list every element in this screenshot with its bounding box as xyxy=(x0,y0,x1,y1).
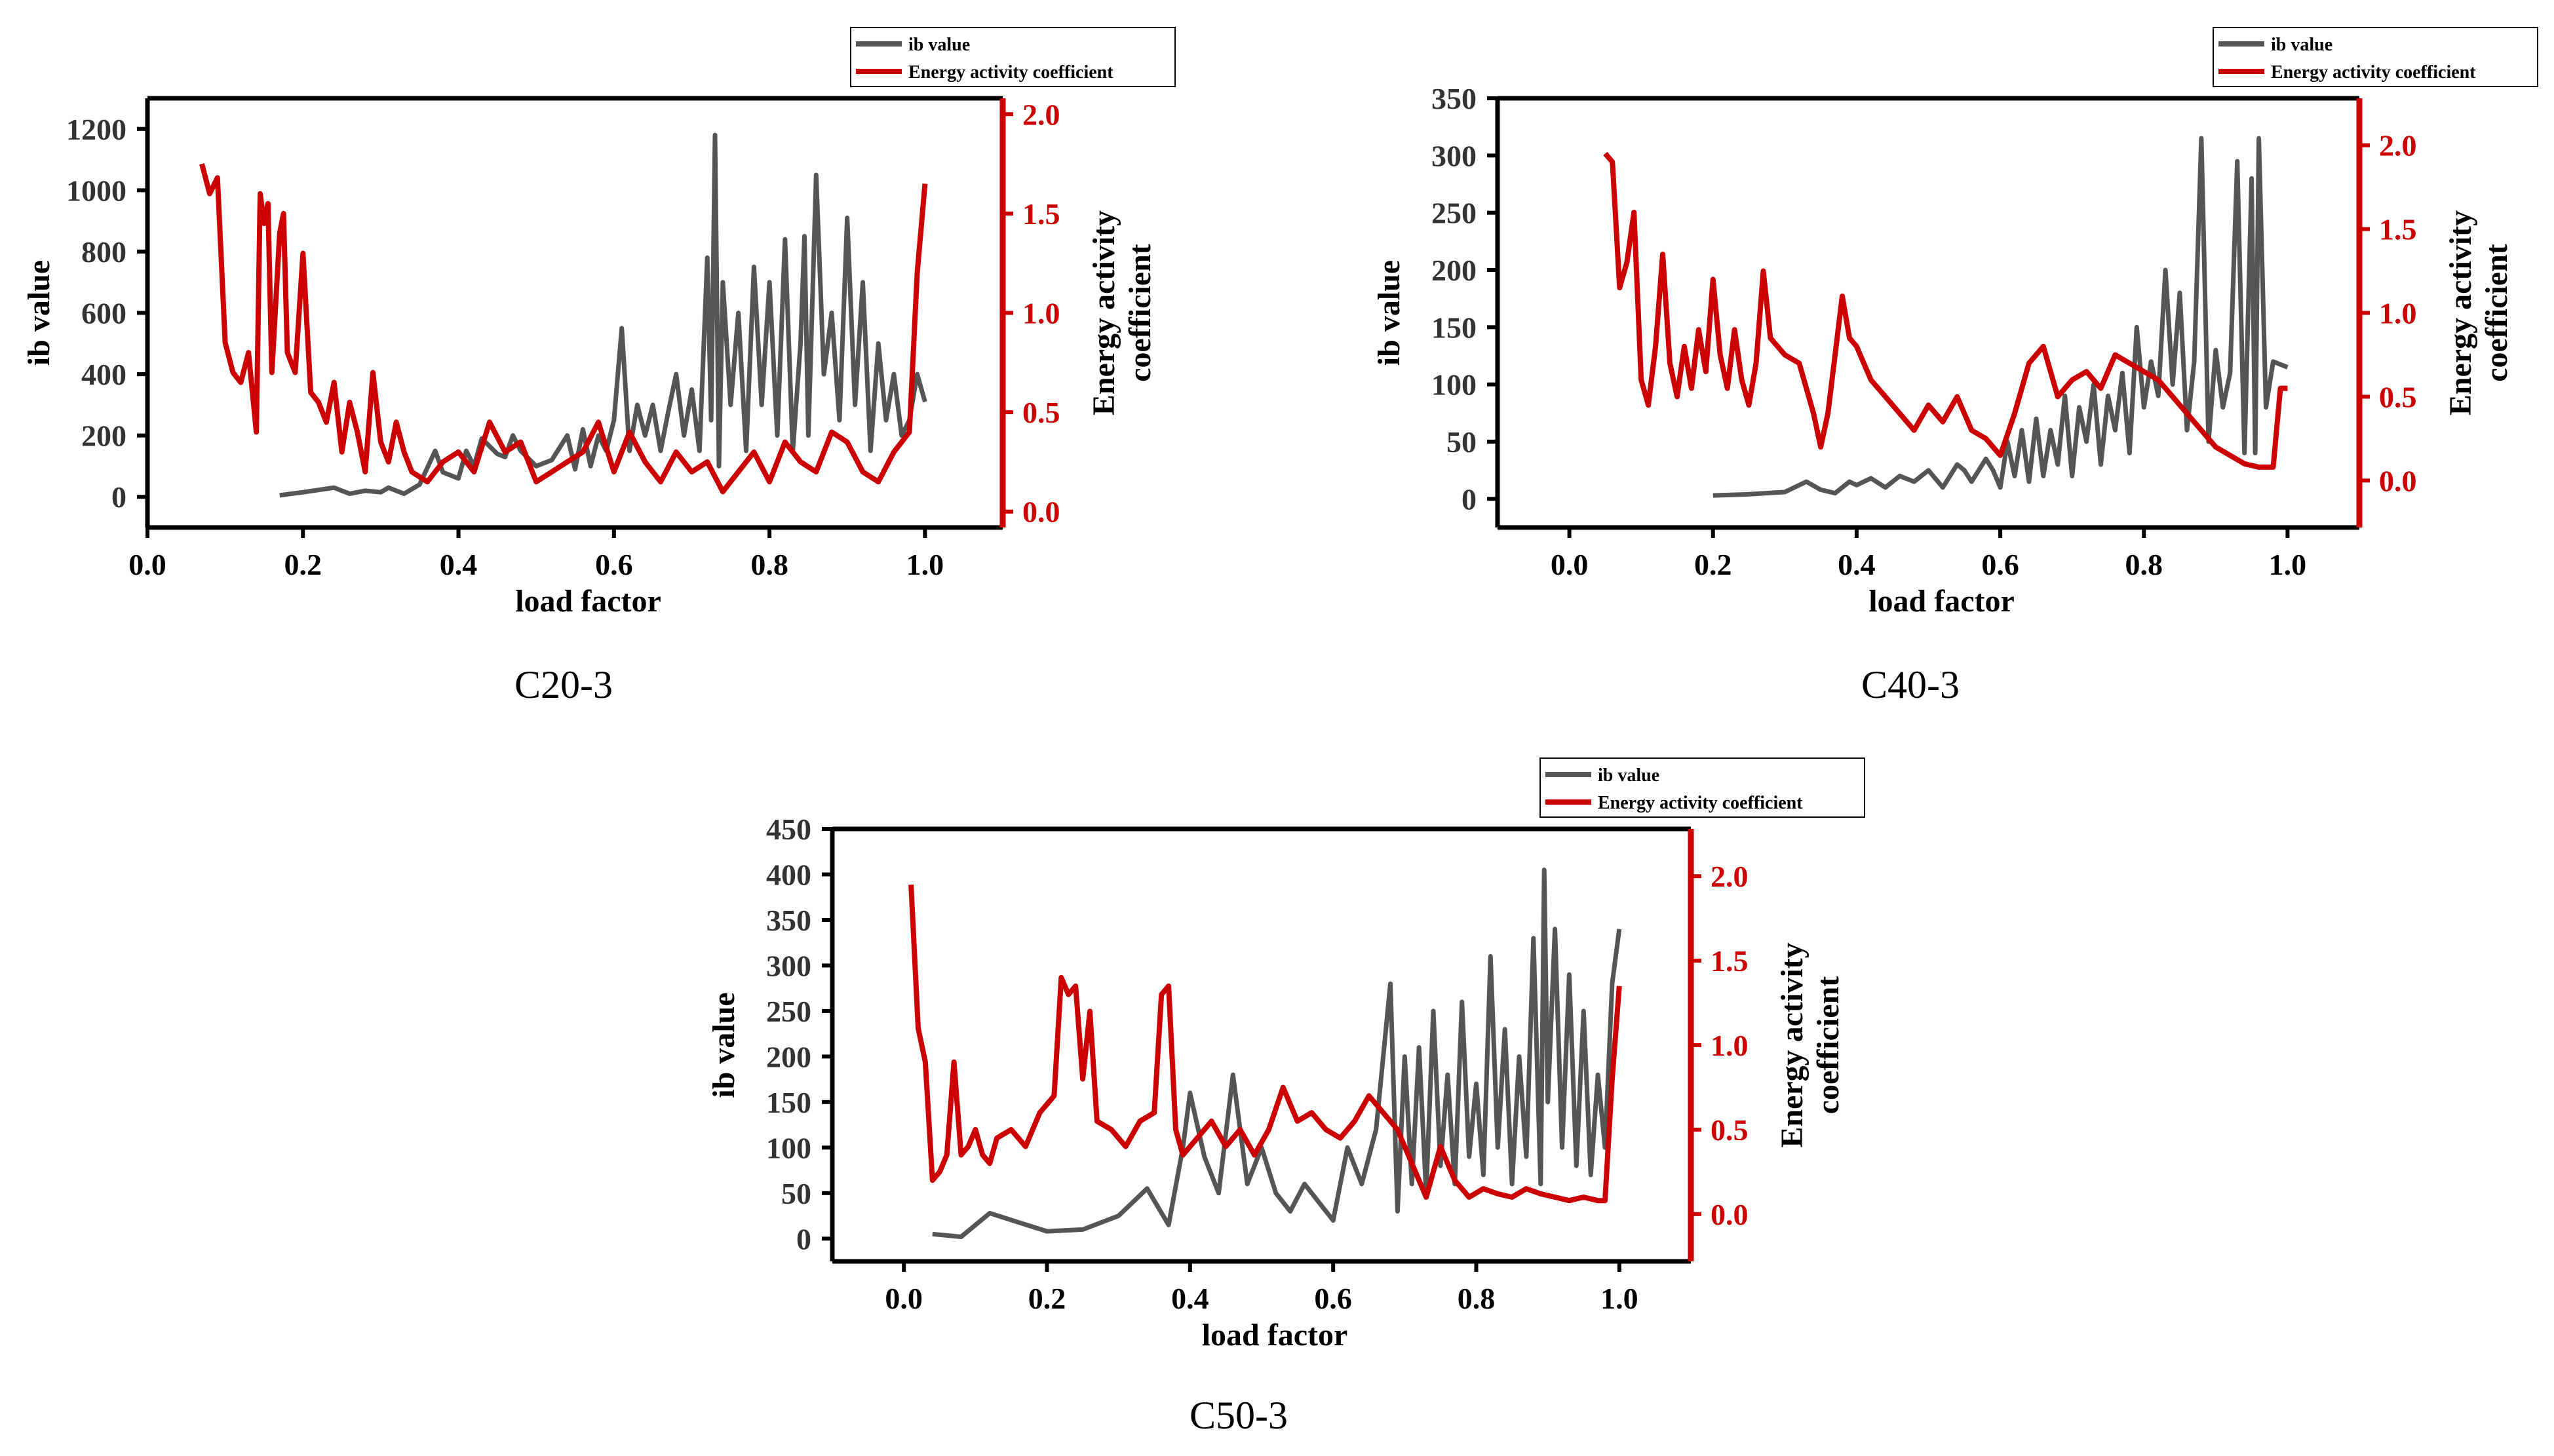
y-tick-label: 1200 xyxy=(66,113,126,146)
legend-label-ib: ib value xyxy=(908,35,970,55)
x-tick-label: 0.6 xyxy=(595,548,633,581)
y-tick-label: 400 xyxy=(81,358,126,391)
y2-tick-label: 1.5 xyxy=(2379,213,2417,246)
y2-tick-label: 1.0 xyxy=(1711,1029,1749,1062)
ib-value-series-line xyxy=(933,870,1619,1237)
y-tick-label: 450 xyxy=(766,813,811,846)
x-axis-title: load factor xyxy=(515,584,661,619)
x-tick-label: 0.4 xyxy=(1838,548,1876,581)
x-tick-label: 1.0 xyxy=(1600,1282,1638,1315)
y2-tick-label: 2.0 xyxy=(2379,129,2417,163)
y-tick-label: 600 xyxy=(81,297,126,330)
y2-tick-label: 0.5 xyxy=(1711,1113,1749,1147)
y2-tick-label: 2.0 xyxy=(1022,98,1060,131)
y-tick-label: 100 xyxy=(1431,368,1477,402)
y-tick-label: 300 xyxy=(1431,139,1477,172)
y-tick-label: 100 xyxy=(766,1131,811,1164)
y-tick-label: 200 xyxy=(1431,254,1477,287)
y2-tick-label: 0.0 xyxy=(1711,1198,1749,1231)
y2-tick-label: 1.5 xyxy=(1711,944,1749,978)
x-tick-label: 0.0 xyxy=(885,1282,923,1315)
x-tick-label: 0.2 xyxy=(1694,548,1732,581)
x-tick-label: 0.2 xyxy=(1028,1282,1066,1315)
y2-axis-title-line1: Energy activity xyxy=(1087,210,1121,415)
legend-label-ib: ib value xyxy=(2271,35,2332,55)
y2-tick-label: 1.0 xyxy=(2379,297,2417,330)
legend-label-ib: ib value xyxy=(1598,765,1659,786)
y-tick-label: 0 xyxy=(796,1222,811,1255)
x-tick-label: 0.6 xyxy=(1981,548,2019,581)
y2-axis-title-line1: Energy activity xyxy=(1775,942,1809,1147)
figure: 0.0 0.2 0.4 0.6 0.8 1.00200400600800100012000… xyxy=(0,0,2554,1456)
y-tick-label: 0 xyxy=(111,480,126,514)
x-tick-label: 0.2 xyxy=(284,548,322,581)
y-tick-label: 300 xyxy=(766,949,811,982)
chart-c40-3: 0.0 0.2 0.4 0.6 0.8 1.0 0 50 100 150 200 250 300 350 0… xyxy=(1372,28,2538,706)
x-axis-title: load factor xyxy=(1202,1318,1348,1352)
y-axis-title: ib value xyxy=(1372,260,1406,366)
y-tick-label: 200 xyxy=(81,419,126,453)
x-tick-label: 1.0 xyxy=(2269,548,2307,581)
y-tick-label: 350 xyxy=(766,904,811,937)
y2-tick-label: 0.0 xyxy=(1022,495,1060,529)
legend-label-energy: Energy activity coefficient xyxy=(1598,793,1803,813)
x-tick-label: 0.8 xyxy=(2125,548,2163,581)
legend-label-energy: Energy activity coefficient xyxy=(908,62,1113,83)
y-tick-label: 150 xyxy=(1431,311,1477,344)
y2-tick-label: 2.0 xyxy=(1711,860,1749,893)
x-axis-title: load factor xyxy=(1868,584,2015,619)
y2-tick-label: 1.0 xyxy=(1022,297,1060,330)
chart-caption: C50-3 xyxy=(1190,1394,1288,1437)
y2-axis-title-line2: coefficient xyxy=(1811,976,1846,1115)
x-tick-label: 0.8 xyxy=(750,548,788,581)
x-tick-label: 0.0 xyxy=(1551,548,1589,581)
y-tick-label: 200 xyxy=(766,1040,811,1073)
y-axis-title: ib value xyxy=(706,992,741,1098)
x-tick-label: 0.4 xyxy=(440,548,478,581)
y2-tick-label: 0.0 xyxy=(2379,464,2417,497)
y-tick-label: 0 xyxy=(1461,482,1477,516)
x-tick-label: 1.0 xyxy=(906,548,944,581)
chart-c50-3: 0.0 0.2 0.4 0.6 0.8 1.0 0 50 100 150 200 250 300 350 4… xyxy=(706,758,1865,1437)
y-tick-label: 150 xyxy=(766,1086,811,1119)
x-tick-label: 0.8 xyxy=(1458,1282,1496,1315)
y-tick-label: 800 xyxy=(81,235,126,269)
legend: ib value Energy activity coefficient xyxy=(2213,28,2538,86)
y-tick-label: 50 xyxy=(1446,425,1477,459)
y2-tick-label: 0.5 xyxy=(2379,380,2417,413)
y2-axis-title-line2: coefficient xyxy=(2479,244,2514,382)
y-axis-title: ib value xyxy=(22,260,56,366)
y-tick-label: 250 xyxy=(1431,197,1477,230)
y-tick-label: 400 xyxy=(766,858,811,891)
y-tick-label: 250 xyxy=(766,995,811,1028)
x-tick-label: 0.6 xyxy=(1314,1282,1352,1315)
y2-axis-title-line2: coefficient xyxy=(1123,244,1157,382)
ib-value-series-line xyxy=(1713,138,2288,495)
chart-caption: C40-3 xyxy=(1861,663,1960,706)
y-tick-label: 50 xyxy=(781,1177,811,1210)
y2-tick-label: 0.5 xyxy=(1022,396,1060,429)
chart-caption: C20-3 xyxy=(514,663,613,706)
x-tick-label: 0.4 xyxy=(1171,1282,1209,1315)
y-tick-label: 350 xyxy=(1431,82,1477,115)
y-tick-label: 1000 xyxy=(66,174,126,207)
y2-axis-title-line1: Energy activity xyxy=(2443,210,2478,415)
legend: ib value Energy activity coefficient xyxy=(851,28,1175,86)
legend: ib value Energy activity coefficient xyxy=(1540,758,1865,817)
y2-tick-label: 1.5 xyxy=(1022,197,1060,231)
x-tick-label: 0.0 xyxy=(128,548,166,581)
chart-c20-3: 0.0 0.2 0.4 0.6 0.8 1.0 0 200 400 600 800 1000 1200 0… xyxy=(22,28,1175,706)
legend-label-energy: Energy activity coefficient xyxy=(2271,62,2476,83)
